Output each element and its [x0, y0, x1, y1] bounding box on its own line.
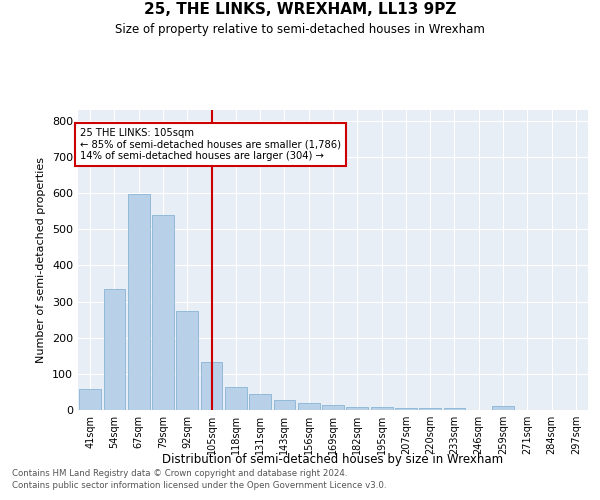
Y-axis label: Number of semi-detached properties: Number of semi-detached properties	[37, 157, 46, 363]
Bar	[371, 408, 392, 410]
Bar	[395, 408, 417, 410]
Bar	[419, 408, 441, 410]
Bar	[176, 310, 198, 410]
Text: Distribution of semi-detached houses by size in Wrexham: Distribution of semi-detached houses by …	[163, 452, 503, 466]
Bar	[104, 289, 125, 410]
Text: Contains HM Land Registry data © Crown copyright and database right 2024.: Contains HM Land Registry data © Crown c…	[12, 468, 347, 477]
Bar	[492, 406, 514, 410]
Bar	[298, 404, 320, 410]
Bar	[249, 394, 271, 410]
Bar	[346, 407, 368, 410]
Text: 25 THE LINKS: 105sqm
← 85% of semi-detached houses are smaller (1,786)
14% of se: 25 THE LINKS: 105sqm ← 85% of semi-detac…	[80, 128, 341, 162]
Bar	[322, 406, 344, 410]
Bar	[274, 400, 295, 410]
Text: Contains public sector information licensed under the Open Government Licence v3: Contains public sector information licen…	[12, 481, 386, 490]
Bar	[225, 387, 247, 410]
Bar	[200, 362, 223, 410]
Bar	[152, 215, 174, 410]
Bar	[79, 390, 101, 410]
Text: 25, THE LINKS, WREXHAM, LL13 9PZ: 25, THE LINKS, WREXHAM, LL13 9PZ	[144, 2, 456, 18]
Bar	[443, 408, 466, 410]
Text: Size of property relative to semi-detached houses in Wrexham: Size of property relative to semi-detach…	[115, 22, 485, 36]
Bar	[128, 194, 149, 410]
